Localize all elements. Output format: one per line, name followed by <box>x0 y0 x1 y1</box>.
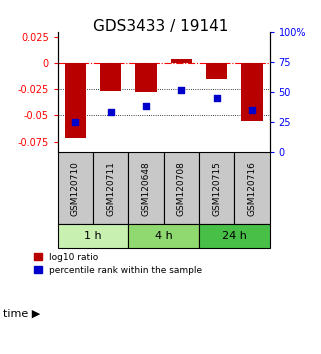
Bar <box>135 63 157 92</box>
Point <box>179 87 184 92</box>
Text: GSM120716: GSM120716 <box>247 161 256 216</box>
Text: GSM120711: GSM120711 <box>106 161 115 216</box>
Text: 1 h: 1 h <box>84 231 102 241</box>
Point <box>214 95 219 101</box>
Bar <box>206 63 227 79</box>
Point <box>73 119 78 125</box>
FancyBboxPatch shape <box>164 152 199 224</box>
Text: 4 h: 4 h <box>155 231 173 241</box>
Text: GSM120648: GSM120648 <box>142 161 151 216</box>
Text: 24 h: 24 h <box>222 231 247 241</box>
Point <box>143 104 149 109</box>
FancyBboxPatch shape <box>58 224 128 248</box>
Text: GDS3433 / 19141: GDS3433 / 19141 <box>93 19 228 34</box>
FancyBboxPatch shape <box>128 224 199 248</box>
Text: GSM120710: GSM120710 <box>71 161 80 216</box>
Point <box>108 110 113 115</box>
Text: GSM120708: GSM120708 <box>177 161 186 216</box>
FancyBboxPatch shape <box>199 224 270 248</box>
FancyBboxPatch shape <box>234 152 270 224</box>
FancyBboxPatch shape <box>199 152 234 224</box>
Bar <box>241 63 263 121</box>
FancyBboxPatch shape <box>93 152 128 224</box>
FancyBboxPatch shape <box>58 152 93 224</box>
Bar <box>65 63 86 138</box>
FancyBboxPatch shape <box>128 152 164 224</box>
Bar <box>100 63 121 91</box>
Point <box>249 107 255 113</box>
Text: GSM120715: GSM120715 <box>212 161 221 216</box>
Bar <box>171 59 192 63</box>
Text: time ▶: time ▶ <box>3 308 40 318</box>
Legend: log10 ratio, percentile rank within the sample: log10 ratio, percentile rank within the … <box>30 249 206 279</box>
